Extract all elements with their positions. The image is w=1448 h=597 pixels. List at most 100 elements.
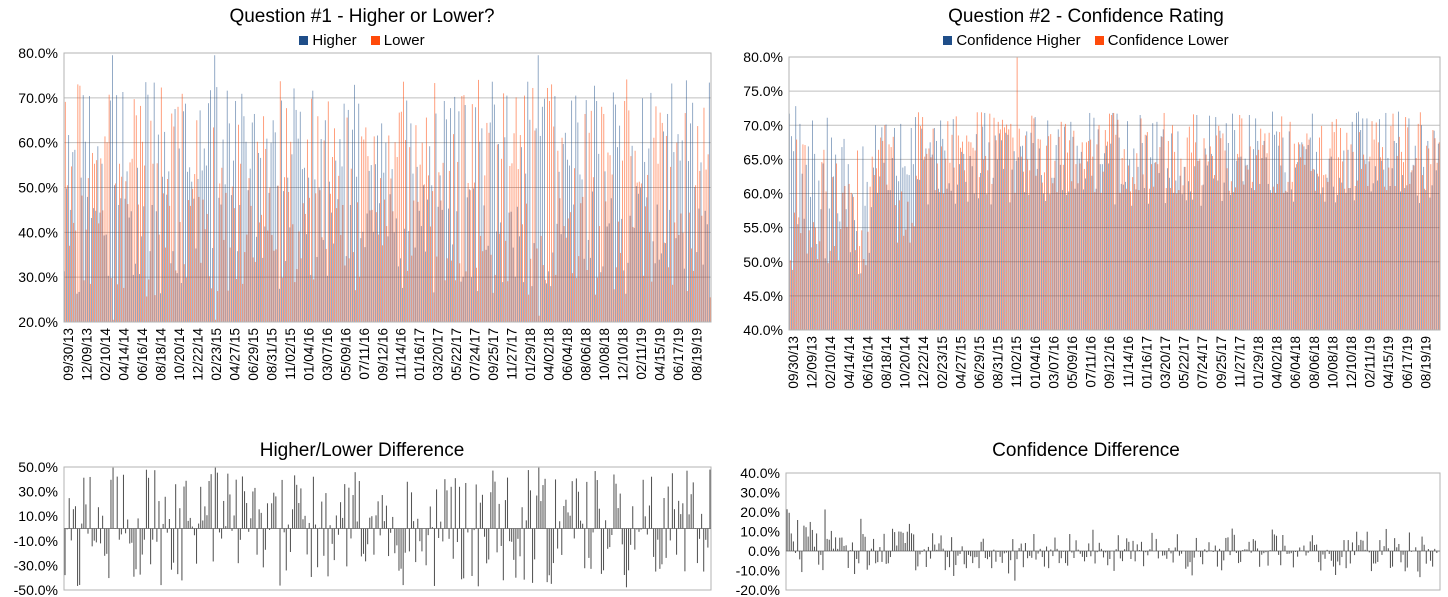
bar bbox=[475, 107, 477, 322]
bar bbox=[883, 162, 885, 330]
bar bbox=[923, 549, 925, 551]
bar bbox=[339, 139, 341, 322]
bar bbox=[548, 271, 550, 322]
bar bbox=[1360, 130, 1362, 330]
bar bbox=[866, 551, 868, 570]
bar bbox=[1035, 551, 1037, 560]
bar bbox=[101, 163, 103, 322]
bar bbox=[467, 183, 469, 322]
bar bbox=[1146, 132, 1148, 330]
bar bbox=[181, 528, 183, 581]
bar bbox=[645, 206, 646, 322]
bar bbox=[1193, 114, 1194, 330]
bar bbox=[864, 205, 866, 330]
bar bbox=[1389, 185, 1391, 330]
bar bbox=[599, 226, 601, 322]
bar bbox=[810, 196, 811, 330]
bar bbox=[657, 163, 659, 322]
bar bbox=[256, 528, 258, 555]
bar bbox=[825, 191, 827, 330]
bar bbox=[1373, 551, 1375, 564]
bar bbox=[708, 82, 710, 322]
bar bbox=[1414, 145, 1416, 330]
bar bbox=[1081, 551, 1083, 557]
bar bbox=[1285, 190, 1287, 330]
bar bbox=[881, 127, 883, 330]
bar bbox=[473, 182, 475, 322]
bar bbox=[475, 484, 477, 529]
bar bbox=[389, 194, 391, 322]
bar bbox=[653, 137, 655, 322]
bar bbox=[1054, 537, 1056, 551]
bar bbox=[1230, 181, 1232, 330]
bar bbox=[671, 83, 673, 322]
bar bbox=[1128, 541, 1130, 551]
bar bbox=[498, 503, 500, 529]
bar bbox=[1393, 140, 1395, 330]
bar bbox=[859, 246, 861, 330]
bar bbox=[337, 528, 339, 535]
bar bbox=[288, 191, 290, 322]
bar bbox=[1290, 189, 1292, 330]
bar bbox=[128, 217, 130, 322]
bar bbox=[829, 250, 831, 330]
bar bbox=[1127, 165, 1129, 330]
bar bbox=[858, 274, 860, 330]
bar bbox=[692, 482, 694, 529]
bar bbox=[1244, 158, 1246, 330]
bar bbox=[156, 163, 158, 322]
bar bbox=[1029, 551, 1031, 556]
bar bbox=[254, 261, 256, 322]
bar bbox=[244, 491, 246, 529]
bar bbox=[551, 84, 553, 322]
bar bbox=[176, 273, 178, 322]
bar bbox=[922, 117, 924, 330]
bar bbox=[1211, 153, 1212, 330]
bar bbox=[1067, 152, 1068, 330]
bar bbox=[1206, 551, 1208, 553]
bar bbox=[105, 234, 107, 322]
bar bbox=[1400, 151, 1402, 330]
bar bbox=[986, 194, 988, 330]
plot-frame bbox=[788, 56, 1441, 331]
x-tick-label: 10/20/14 bbox=[898, 336, 913, 389]
bar bbox=[151, 204, 153, 322]
bar bbox=[185, 277, 187, 322]
bar bbox=[262, 257, 264, 322]
bar bbox=[870, 548, 872, 551]
bar bbox=[484, 175, 486, 322]
bar bbox=[698, 528, 701, 539]
bar bbox=[1305, 551, 1307, 556]
bar bbox=[264, 528, 266, 550]
bar bbox=[824, 258, 826, 330]
bar bbox=[582, 196, 584, 322]
bar bbox=[1015, 160, 1017, 330]
bar bbox=[1183, 166, 1185, 330]
bar bbox=[344, 265, 346, 322]
x-tick-label: 12/09/13 bbox=[805, 336, 820, 389]
bar bbox=[285, 261, 287, 322]
bar bbox=[417, 201, 419, 322]
bar bbox=[1104, 130, 1106, 330]
bar bbox=[284, 177, 285, 322]
bar bbox=[978, 551, 980, 569]
bar bbox=[615, 483, 617, 529]
bar bbox=[791, 136, 792, 330]
bar bbox=[1120, 183, 1122, 330]
bar bbox=[404, 228, 406, 322]
bar bbox=[454, 478, 456, 529]
bar bbox=[946, 551, 948, 558]
bar bbox=[1178, 190, 1180, 330]
bar bbox=[659, 112, 661, 323]
bar bbox=[177, 528, 179, 575]
bar bbox=[1010, 551, 1012, 561]
bar bbox=[791, 269, 793, 330]
bar bbox=[569, 165, 570, 322]
bar bbox=[667, 486, 669, 529]
bar bbox=[221, 167, 223, 322]
bar bbox=[112, 319, 114, 322]
bar bbox=[238, 124, 239, 322]
bar bbox=[544, 279, 546, 322]
bar bbox=[206, 515, 208, 529]
bar bbox=[637, 193, 639, 322]
